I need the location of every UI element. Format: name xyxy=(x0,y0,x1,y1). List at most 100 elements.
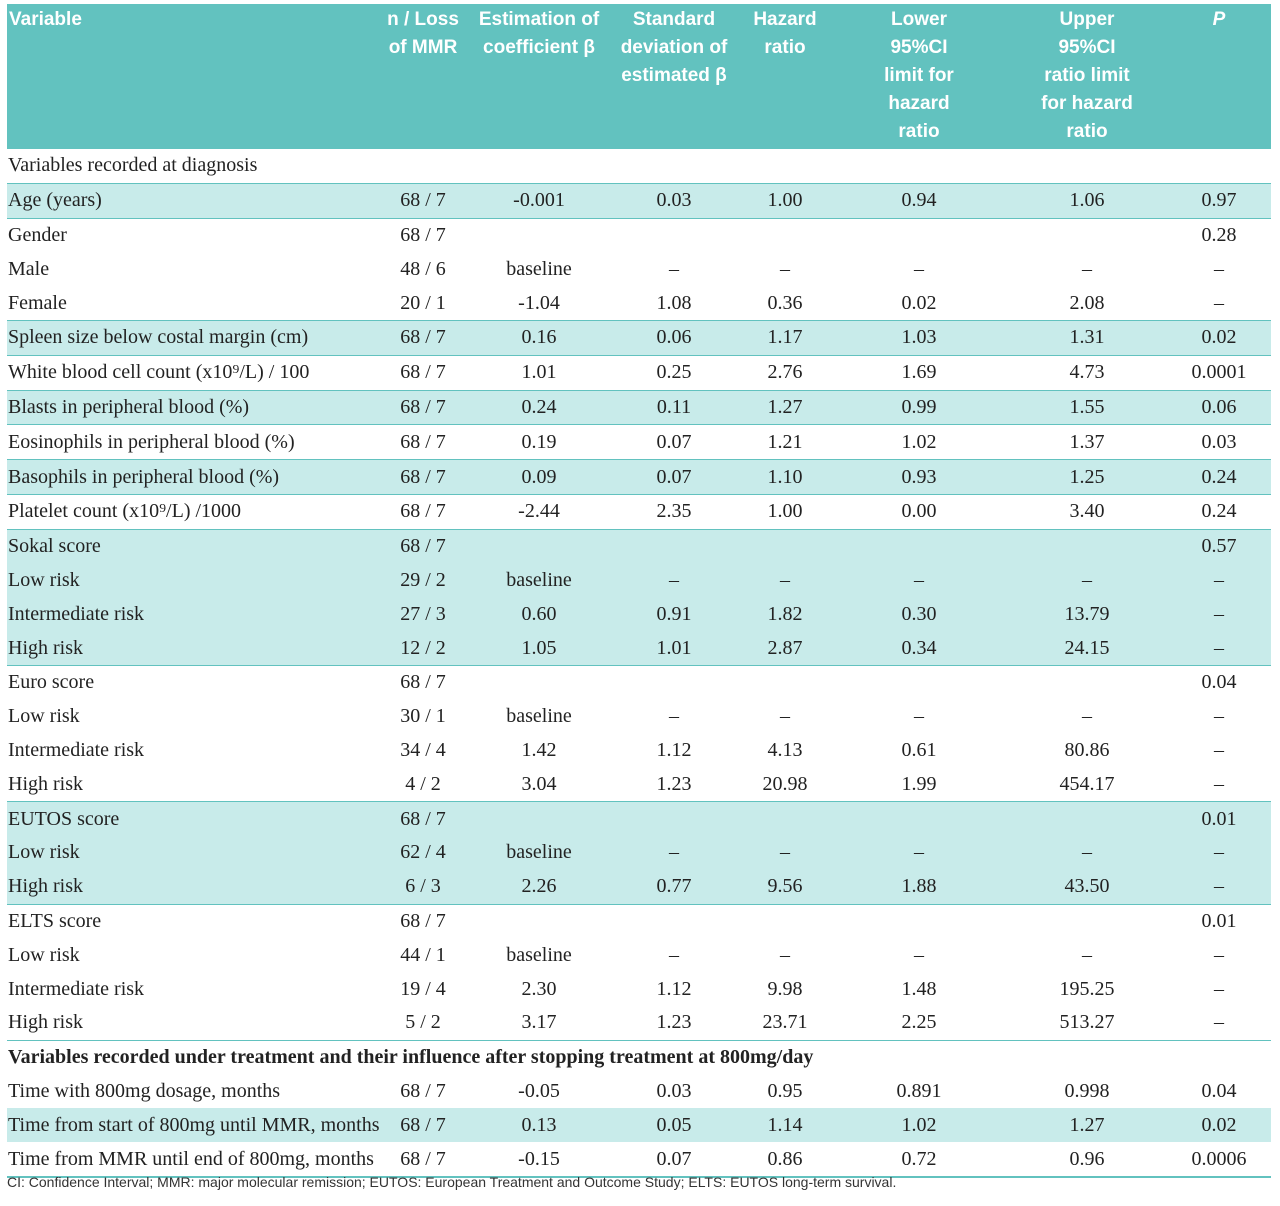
value-cell: 62 / 4 xyxy=(377,835,469,870)
value-cell: 13.79 xyxy=(1007,597,1167,632)
value-cell: 68 / 7 xyxy=(377,529,469,564)
table-row: Time with 800mg dosage, months 68 / 7 -0.0… xyxy=(7,1075,1271,1109)
value-cell xyxy=(609,529,739,564)
value-cell: 0.02 xyxy=(831,286,1007,321)
value-cell: 19 / 4 xyxy=(400,977,446,1000)
value-cell: 1.21 xyxy=(739,424,831,461)
value-cell: 68 / 7 xyxy=(377,424,469,461)
table-row: Gender 68 / 7 0.28 xyxy=(7,218,1271,252)
value-cell xyxy=(831,218,1007,252)
value-cell: 68 / 7 xyxy=(377,390,469,426)
value-cell: 1.02 xyxy=(831,424,1007,461)
value-cell: 4.73 xyxy=(1007,355,1167,391)
value-cell: 48 / 6 xyxy=(400,257,446,280)
value-cell: 0.99 xyxy=(831,390,1007,426)
variable-cell: Intermediate risk xyxy=(8,738,145,761)
value-cell: 0.07 xyxy=(609,424,739,461)
value-cell: 1.02 xyxy=(831,1108,1007,1143)
value-cell: 2.25 xyxy=(831,1005,1007,1041)
value-cell xyxy=(469,218,609,252)
value-cell xyxy=(609,665,739,699)
variable-cell: Basophils in peripheral blood (%) xyxy=(7,459,377,495)
value-cell: 0.07 xyxy=(609,1142,739,1178)
value-cell: 0.01 xyxy=(1201,909,1237,932)
value-cell: – xyxy=(1167,631,1271,666)
value-cell: 30 / 1 xyxy=(400,705,446,728)
value-cell: 5 / 2 xyxy=(377,1005,469,1041)
value-cell: 0.94 xyxy=(831,183,1007,219)
table-row: Time from start of 800mg until MMR, mont… xyxy=(7,1108,1271,1143)
table-footnote: CI: Confidence Interval; MMR: major mole… xyxy=(7,1174,897,1190)
value-cell: 0.72 xyxy=(831,1142,1007,1178)
value-cell: 0.00 xyxy=(831,494,1007,530)
value-cell: 1.10 xyxy=(739,459,831,495)
table-row: Age (years) 68 / 7 -0.001 0.03 1.00 0.94 1.06 0… xyxy=(7,183,1271,219)
value-cell: 1.00 xyxy=(739,494,831,530)
value-cell: 0.01 xyxy=(1167,801,1271,836)
value-cell: – xyxy=(1214,705,1224,728)
table-row: Low risk 29 / 2 baseline – – – – – xyxy=(7,563,1271,598)
value-cell: 68 / 7 xyxy=(377,183,469,219)
value-cell: 0.91 xyxy=(609,597,739,632)
variable-cell: Blasts in peripheral blood (%) xyxy=(7,390,377,426)
variable-cell: Intermediate risk xyxy=(8,977,145,1000)
table-row: Platelet count (x10⁹/L) /1000 68 / 7 -2.44… xyxy=(7,494,1271,530)
table-row: High risk 6 / 3 2.26 0.77 9.56 1.88 43.50– xyxy=(7,869,1271,905)
value-cell: 6 / 3 xyxy=(377,869,469,905)
value-cell: baseline xyxy=(506,943,572,966)
table-row: Low risk 44 / 1 baseline – – – – – xyxy=(7,938,1271,972)
value-cell: 195.25 xyxy=(1059,977,1115,1000)
value-cell: – xyxy=(1214,257,1224,280)
value-cell: 0.02 xyxy=(1167,320,1271,356)
value-cell: – xyxy=(1214,943,1224,966)
value-cell: 44 / 1 xyxy=(400,943,446,966)
value-cell: 0.24 xyxy=(1167,494,1271,530)
value-cell: 1.37 xyxy=(1007,424,1167,461)
value-cell: – xyxy=(609,835,739,870)
value-cell xyxy=(739,218,831,252)
value-cell: baseline xyxy=(469,835,609,870)
value-cell xyxy=(1007,665,1167,699)
value-cell: 68 / 7 xyxy=(400,671,446,694)
value-cell: 0.09 xyxy=(469,459,609,495)
value-cell xyxy=(469,904,609,938)
value-cell: 0.0006 xyxy=(1167,1142,1271,1178)
section-heading-bold: Variables recorded under treatment and t… xyxy=(8,1046,814,1069)
value-cell: – xyxy=(1167,767,1271,803)
value-cell: – xyxy=(1214,977,1224,1000)
value-cell: 0.0001 xyxy=(1167,355,1271,391)
value-cell: 0.86 xyxy=(739,1142,831,1178)
value-cell: – xyxy=(1167,563,1271,598)
variable-cell: High risk xyxy=(7,1005,377,1041)
cox-regression-table: Variable n / Loss of MMR Estimation of c… xyxy=(7,4,1271,1178)
value-cell xyxy=(739,801,831,836)
value-cell: – xyxy=(1167,286,1271,321)
table-row: Low risk 62 / 4 baseline – – – – – xyxy=(7,835,1271,870)
value-cell: 68 / 7 xyxy=(377,320,469,356)
value-cell: 29 / 2 xyxy=(377,563,469,598)
value-cell: 1.23 xyxy=(609,1005,739,1041)
value-cell: 0.07 xyxy=(609,459,739,495)
value-cell xyxy=(1007,904,1167,938)
value-cell: 27 / 3 xyxy=(377,597,469,632)
value-cell: 80.86 xyxy=(1064,738,1110,761)
value-cell: 0.998 xyxy=(1064,1079,1110,1102)
variable-cell: High risk xyxy=(7,631,377,666)
value-cell: 0.36 xyxy=(739,286,831,321)
value-cell: 1.27 xyxy=(739,390,831,426)
value-cell: – xyxy=(914,257,924,280)
value-cell: 0.60 xyxy=(469,597,609,632)
value-cell: 2.35 xyxy=(609,494,739,530)
value-cell: 24.15 xyxy=(1007,631,1167,666)
value-cell: 68 / 7 xyxy=(377,1108,469,1143)
value-cell: 1.01 xyxy=(469,355,609,391)
value-cell: 1.12 xyxy=(656,738,692,761)
variable-cell: Sokal score xyxy=(7,529,377,564)
value-cell: 0.28 xyxy=(1201,223,1237,246)
variable-cell: ELTS score xyxy=(8,909,102,932)
value-cell: -2.44 xyxy=(469,494,609,530)
variable-cell: Time with 800mg dosage, months xyxy=(8,1079,281,1102)
value-cell: 0.77 xyxy=(609,869,739,905)
value-cell xyxy=(739,665,831,699)
